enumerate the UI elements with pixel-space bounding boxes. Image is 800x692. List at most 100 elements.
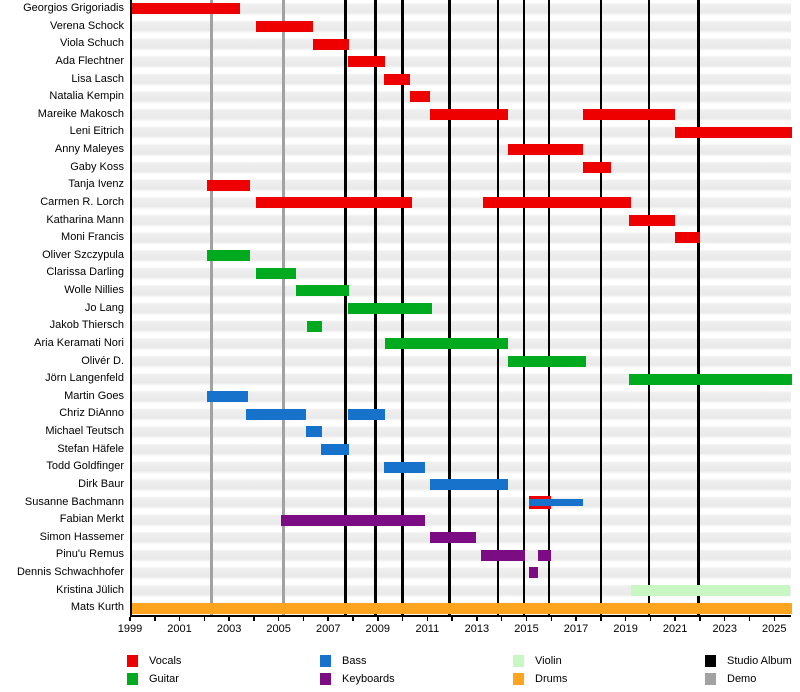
axis-tick (500, 617, 503, 621)
row-label: Olivér D. (81, 354, 124, 367)
axis-tick (377, 617, 379, 621)
studio-album-line (496, 0, 500, 617)
row-label: Todd Goldfinger (46, 460, 124, 473)
tenure-bar-vocals (429, 109, 508, 121)
row-label: Viola Schuch (59, 37, 124, 50)
y-axis-line (130, 0, 132, 617)
tenure-bar-vocals (583, 161, 611, 173)
row-label: Dennis Schwachhofer (16, 566, 124, 579)
studio-album-line (599, 0, 603, 617)
legend-swatch-album (705, 655, 716, 667)
row-label: Simon Hassemer (39, 530, 124, 543)
row-label: Pinu'u Remus (55, 548, 124, 561)
axis-tick (525, 617, 528, 621)
tenure-bar-guitar (296, 285, 350, 297)
axis-tick-label: 2019 (613, 623, 638, 635)
legend-label: Keyboards (342, 673, 395, 685)
tenure-bar-vocals (256, 197, 413, 209)
x-axis-ticks: 1999 2001 2003 2005 2007 2009 2011 2013 2015 2017… (118, 617, 798, 647)
legend-swatch-drums (513, 673, 524, 685)
legend-swatch-vocals (127, 655, 138, 667)
tenure-bar-keyboards (480, 549, 526, 561)
row-label: Kristina Jülich (56, 583, 124, 596)
axis-tick-label: 2007 (315, 623, 341, 635)
tenure-bar-guitar (385, 338, 508, 350)
studio-album-line (448, 0, 451, 617)
studio-album-line (522, 0, 526, 617)
tenure-bar-guitar (348, 303, 433, 314)
legend-swatch-guitar (127, 673, 138, 685)
studio-album-line (547, 0, 551, 617)
row-label: Moni Francis (61, 231, 124, 244)
legend-label: Guitar (149, 673, 179, 685)
legend-label: Drums (535, 673, 568, 685)
axis-tick (699, 617, 701, 621)
x-axis-line (130, 615, 791, 617)
row-label: Jakob Thiersch (49, 319, 124, 332)
tenure-bar-vocals (675, 232, 700, 244)
axis-tick (550, 617, 552, 621)
row-label: Aria Keramati Nori (34, 336, 124, 349)
tenure-bar-vocals (383, 73, 410, 85)
tenure-bar-keyboards (537, 549, 552, 561)
tenure-bar-guitar (206, 250, 251, 262)
row-label: Jörn Langenfeld (45, 372, 124, 385)
tenure-bar-vocals (629, 214, 676, 226)
legend-swatch-demo (705, 673, 716, 685)
tenure-bar-vocals (206, 179, 251, 191)
tenure-bar-vocals (675, 126, 792, 138)
axis-tick-label: 2003 (216, 623, 242, 635)
axis-tick (600, 617, 602, 621)
tenure-bar-bass (305, 426, 323, 438)
tenure-bar-vocals (313, 38, 350, 50)
row-label: Leni Eitrich (69, 125, 124, 138)
row-label: Stefan Häfele (57, 442, 124, 455)
axis-tick (178, 617, 181, 621)
axis-tick (674, 617, 676, 621)
legend-swatch-bass (320, 655, 331, 667)
axis-tick (277, 617, 280, 621)
axis-tick (203, 617, 206, 621)
row-label: Katharina Mann (46, 213, 124, 226)
axis-tick (624, 617, 627, 621)
tenure-bar-keyboards (528, 567, 538, 579)
tenure-bar-vocals (410, 91, 430, 103)
axis-tick-label: 2001 (167, 623, 192, 635)
row-label: Anny Maleyes (54, 143, 124, 156)
tenure-bar-keyboards (281, 514, 425, 526)
tenure-bar-violin (630, 585, 791, 597)
axis-tick (401, 617, 404, 621)
legend-swatch-keyboards (320, 673, 331, 685)
tenure-bar-vocals (583, 109, 676, 121)
tenure-bar-guitar (256, 267, 297, 279)
row-label: Oliver Szczypula (42, 248, 124, 261)
tenure-bar-guitar (507, 355, 586, 367)
axis-tick (253, 617, 255, 621)
axis-tick (352, 617, 354, 621)
legend-label: Vocals (149, 655, 182, 667)
axis-tick (748, 617, 751, 621)
axis-tick (649, 617, 652, 621)
axis-tick (476, 617, 478, 621)
tenure-bar-vocals (256, 20, 314, 32)
row-label: Michael Teutsch (45, 425, 124, 438)
row-label: Verena Schock (50, 19, 124, 32)
legend-label: Violin (535, 655, 562, 667)
axis-tick-label: 2015 (514, 623, 539, 635)
tenure-bar-vocals (130, 3, 241, 15)
row-label: Martin Goes (64, 389, 124, 402)
demo-line (282, 0, 286, 617)
axis-tick-label: 2025 (762, 623, 787, 635)
row-label: Chriz DiAnno (59, 407, 124, 420)
axis-tick (451, 617, 453, 621)
tenure-bar-bass (528, 498, 584, 506)
row-label: Georgios Grigoriadis (23, 2, 124, 14)
axis-tick-label: 2023 (712, 623, 737, 635)
row-label: Tanja Ivenz (68, 178, 124, 191)
row-label: Jo Lang (84, 301, 124, 314)
row-label: Dirk Baur (78, 477, 124, 490)
row-label: Susanne Bachmann (24, 495, 124, 508)
axis-tick-label: 2005 (266, 623, 291, 635)
axis-tick (129, 617, 131, 621)
